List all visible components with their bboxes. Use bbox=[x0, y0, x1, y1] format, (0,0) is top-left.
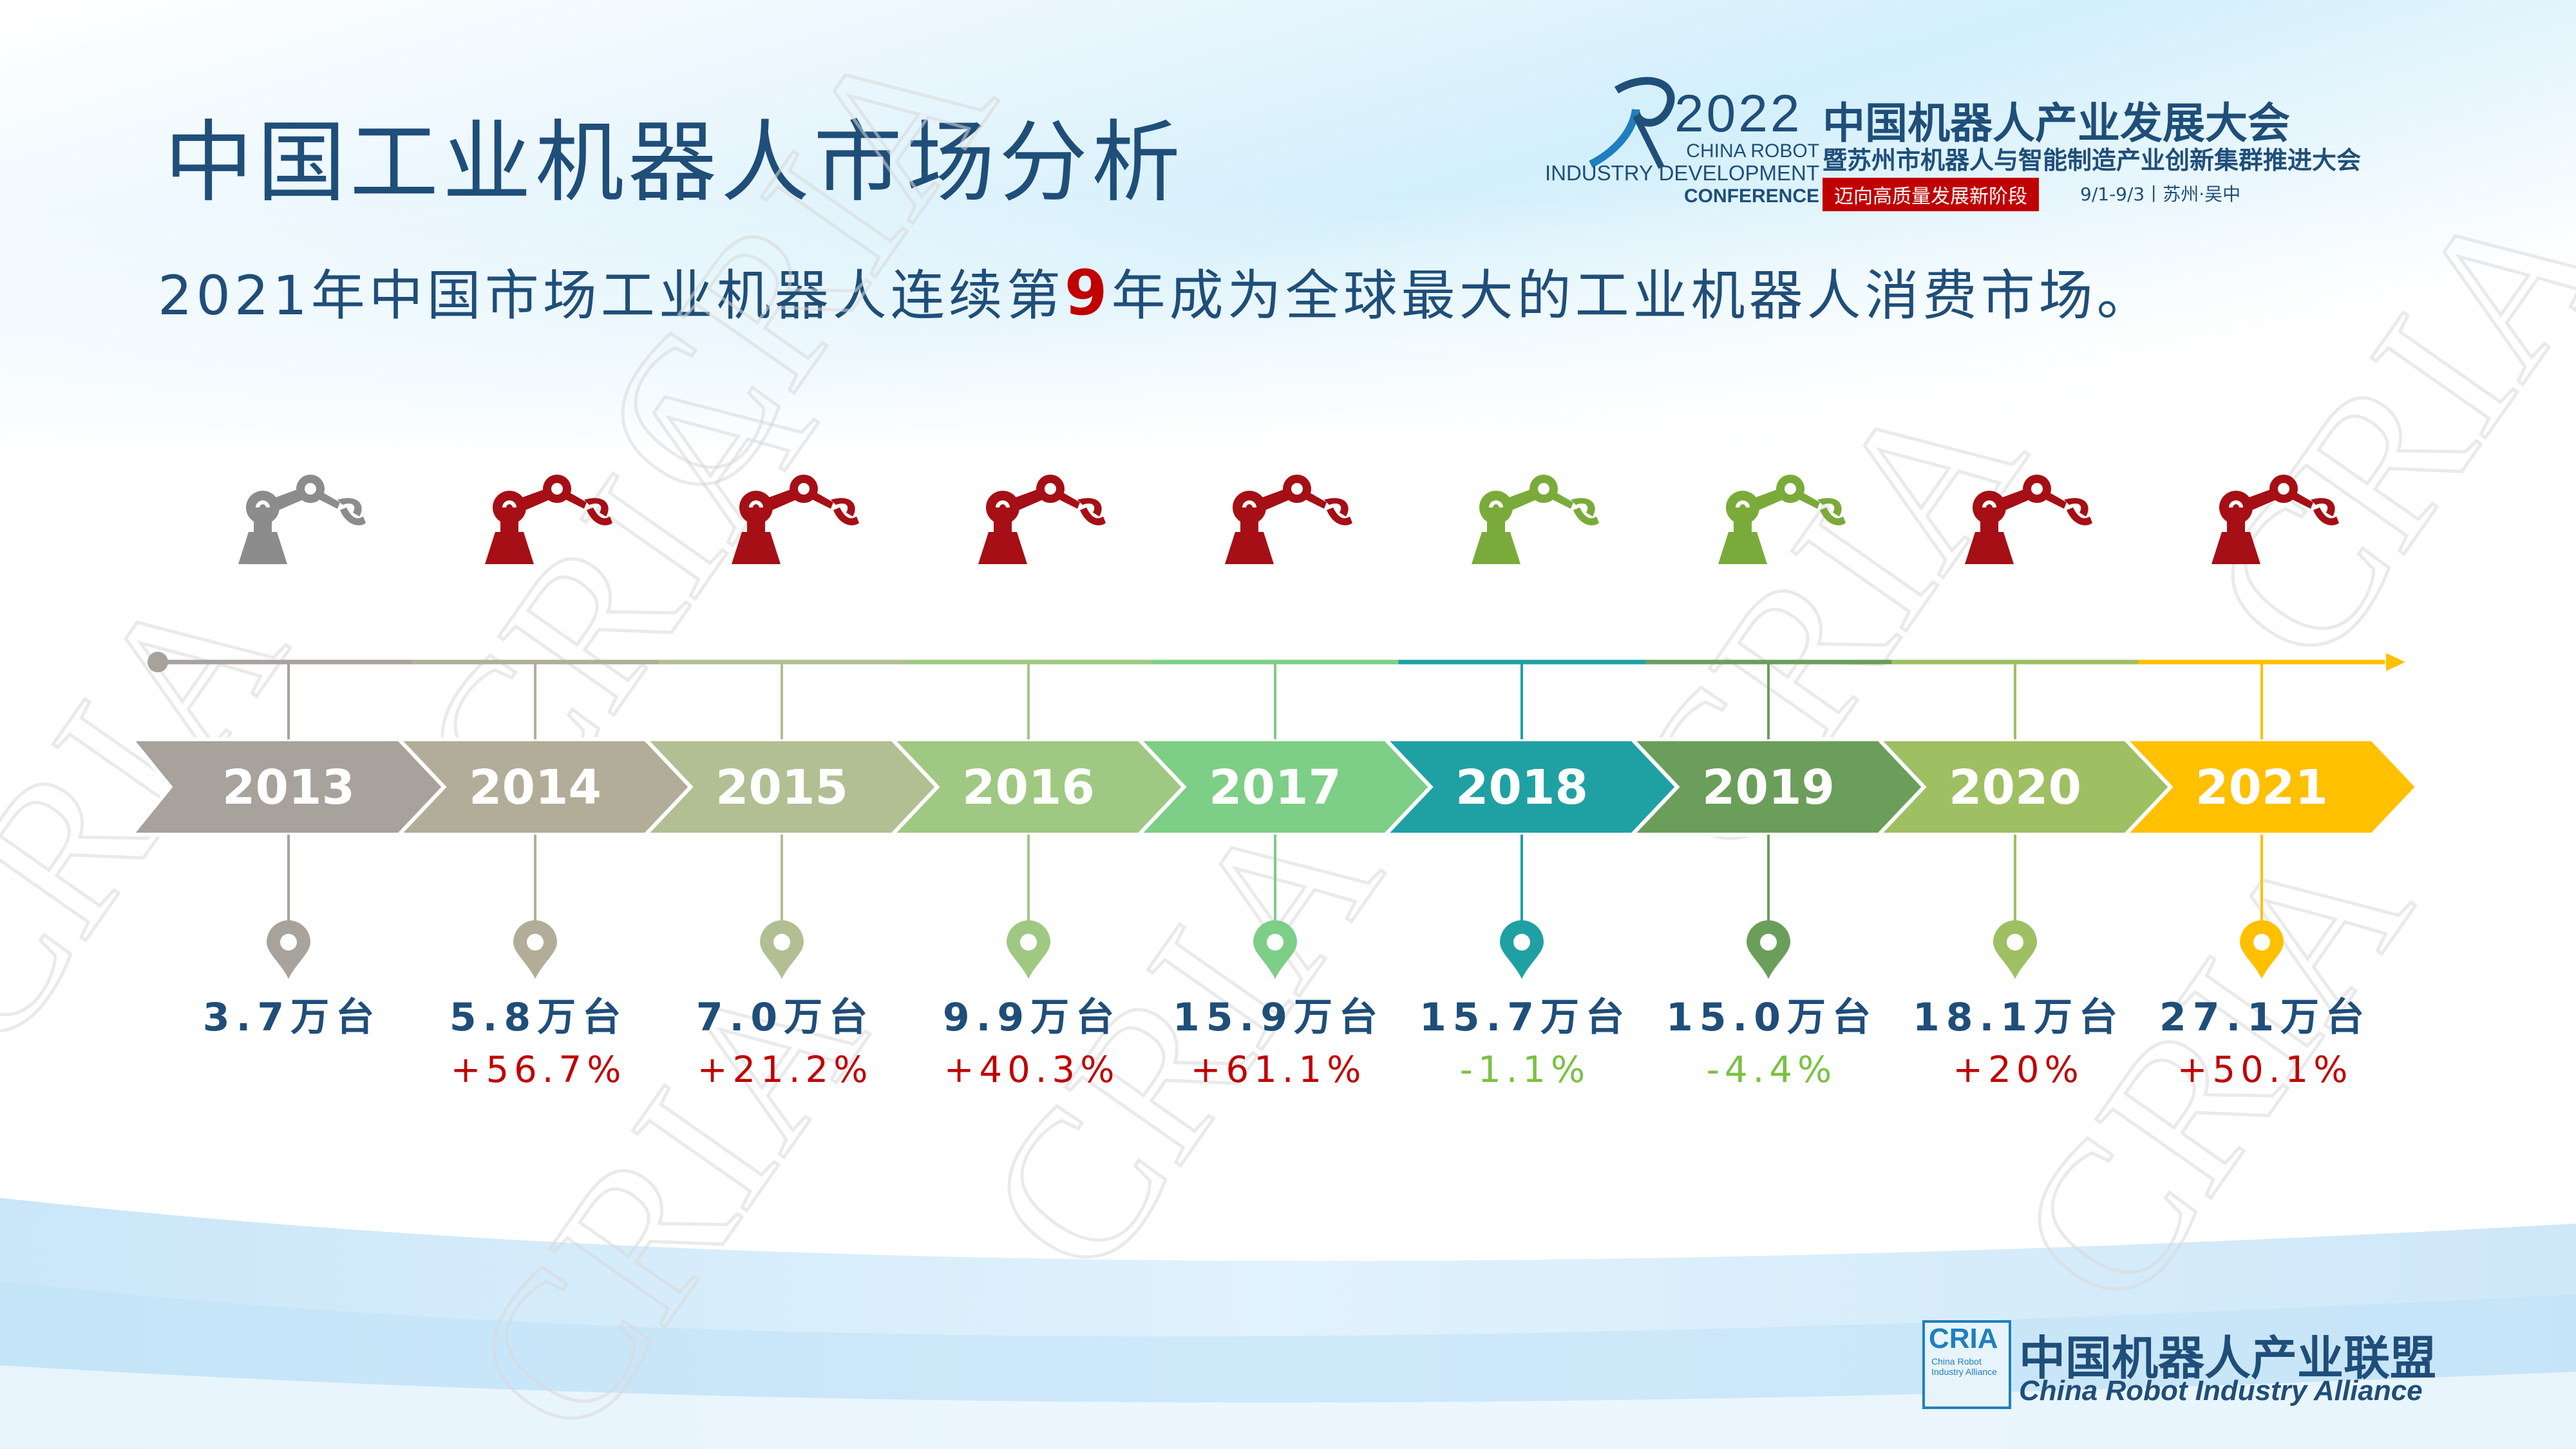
growth-label: +20% bbox=[1953, 1049, 2083, 1091]
value-label: 7.0万台 bbox=[696, 995, 874, 1040]
subtitle-highlight: 9 bbox=[1064, 257, 1112, 329]
growth-label: +40.3% bbox=[944, 1049, 1120, 1091]
map-pin-dot bbox=[280, 934, 297, 951]
robot-arm-icon bbox=[732, 475, 859, 564]
value-label: 18.1万台 bbox=[1913, 995, 2124, 1040]
robot-arm-icon bbox=[1472, 475, 1599, 564]
growth-label: +21.2% bbox=[697, 1049, 873, 1091]
map-pin-dot bbox=[527, 934, 544, 951]
alliance-logo: CRIA China Robot Industry Alliance 中国机器人… bbox=[1922, 1320, 2566, 1436]
conference-en-line1: CHINA ROBOT bbox=[1686, 140, 1819, 162]
page-title: 中国工业机器人市场分析 bbox=[164, 111, 1185, 214]
year-label: 2014 bbox=[469, 760, 601, 815]
map-pin-dot bbox=[1513, 934, 1530, 951]
growth-label: -4.4% bbox=[1707, 1049, 1837, 1091]
growth-label: -1.1% bbox=[1460, 1049, 1590, 1091]
conference-emblem-icon bbox=[1589, 77, 1675, 169]
watermark: CRIA bbox=[2164, 152, 2576, 703]
robot-arm-icon bbox=[978, 475, 1106, 564]
year-label: 2021 bbox=[2195, 760, 2328, 815]
robot-arm-icon bbox=[238, 475, 366, 564]
map-pin-dot bbox=[2253, 934, 2270, 951]
robot-arm-icon bbox=[1225, 475, 1352, 564]
cria-logo-box: CRIA China Robot Industry Alliance bbox=[1922, 1320, 2011, 1409]
value-label: 3.7万台 bbox=[203, 995, 381, 1040]
value-label: 5.8万台 bbox=[450, 995, 627, 1040]
year-label: 2015 bbox=[715, 760, 848, 815]
map-pin-dot bbox=[773, 934, 790, 951]
year-label: 2018 bbox=[1455, 760, 1588, 815]
robot-arm-icon bbox=[485, 475, 612, 564]
value-label: 15.9万台 bbox=[1173, 995, 1384, 1040]
robot-arm-icon bbox=[1718, 475, 1846, 564]
timeline-arrow-head bbox=[2386, 653, 2405, 671]
conference-year: 2022 bbox=[1674, 84, 1803, 143]
conference-cn-subtitle: 暨苏州市机器人与智能制造产业创新集群推进大会 bbox=[1823, 146, 2362, 175]
value-label: 9.9万台 bbox=[943, 995, 1121, 1040]
conference-logo: 2022 中国机器人产业发展大会 暨苏州市机器人与智能制造产业创新集群推进大会 … bbox=[1513, 64, 2415, 219]
alliance-cn-name: 中国机器人产业联盟 bbox=[2019, 1331, 2437, 1385]
map-pin-dot bbox=[1267, 934, 1283, 951]
year-label: 2019 bbox=[1702, 760, 1835, 815]
cria-abbr-sub: China Robot Industry Alliance bbox=[1931, 1356, 1997, 1377]
robot-arm-icon bbox=[2211, 475, 2339, 564]
alliance-en-name: China Robot Industry Alliance bbox=[2019, 1375, 2423, 1406]
map-pin-dot bbox=[2007, 934, 2023, 951]
conference-en-line2: INDUSTRY DEVELOPMENT bbox=[1544, 161, 1819, 185]
conference-dates: 9/1-9/3丨苏州·吴中 bbox=[2080, 184, 2241, 205]
conference-tagline: 迈向高质量发展新阶段 bbox=[1823, 178, 2039, 211]
cria-abbr: CRIA bbox=[1929, 1323, 1998, 1354]
conference-cn-title: 中国机器人产业发展大会 bbox=[1823, 99, 2290, 148]
year-label: 2016 bbox=[962, 760, 1095, 815]
year-label: 2013 bbox=[222, 760, 355, 815]
subtitle-pre: 2021年中国市场工业机器人连续第 bbox=[158, 264, 1065, 327]
value-label: 15.0万台 bbox=[1666, 995, 1877, 1040]
timeline-chevron bbox=[2121, 737, 2420, 837]
map-pin-dot bbox=[1760, 934, 1777, 951]
growth-label: +56.7% bbox=[451, 1049, 627, 1091]
value-label: 27.1万台 bbox=[2159, 995, 2371, 1040]
map-pin-dot bbox=[1020, 934, 1037, 951]
conference-en-line3: CONFERENCE bbox=[1683, 185, 1819, 207]
subtitle: 2021年中国市场工业机器人连续第9年成为全球最大的工业机器人消费市场。 bbox=[158, 252, 2155, 330]
growth-label: +50.1% bbox=[2177, 1049, 2353, 1091]
robot-arm-icon bbox=[1965, 475, 2092, 564]
year-label: 2020 bbox=[1949, 760, 2081, 815]
year-label: 2017 bbox=[1209, 760, 1341, 815]
value-label: 15.7万台 bbox=[1419, 995, 1631, 1040]
subtitle-post: 年成为全球最大的工业机器人消费市场。 bbox=[1111, 264, 2155, 327]
growth-label: +61.1% bbox=[1191, 1049, 1367, 1091]
